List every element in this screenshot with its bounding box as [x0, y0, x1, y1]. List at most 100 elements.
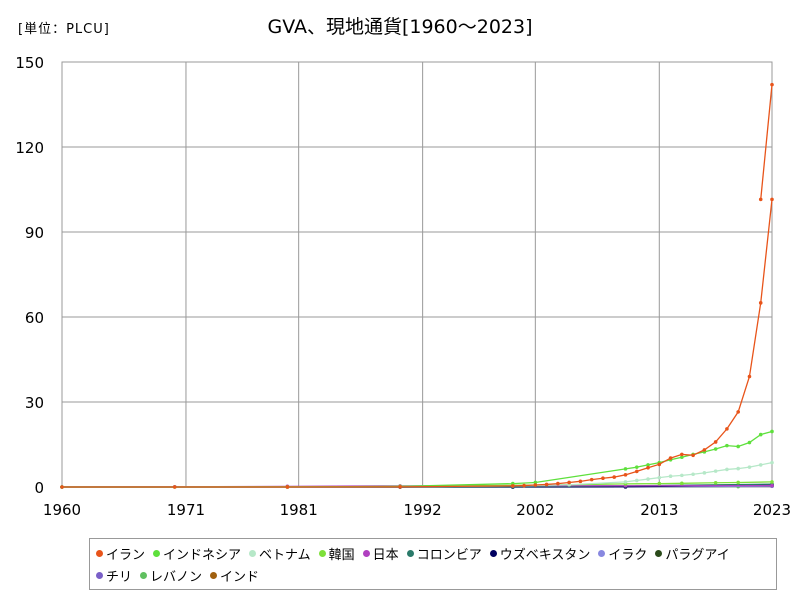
legend-label: チリ	[106, 569, 133, 585]
x-tick-label: 2013	[640, 501, 678, 519]
data-point	[60, 485, 64, 489]
series-イラン	[60, 197, 774, 489]
data-point	[680, 473, 684, 478]
series-lines	[60, 82, 774, 489]
data-point	[691, 453, 695, 458]
legend-label: インドネシア	[163, 547, 242, 563]
data-point	[172, 485, 177, 489]
data-point	[758, 197, 763, 202]
data-point	[646, 463, 650, 467]
legend-item: インド	[210, 564, 259, 586]
legend-item: イラク	[598, 542, 647, 564]
legend-marker	[96, 549, 103, 557]
x-tick-label: 1992	[404, 501, 442, 519]
data-point	[623, 467, 628, 471]
data-point	[725, 427, 729, 431]
legend-label: イラク	[608, 547, 648, 563]
data-point	[770, 197, 774, 202]
data-point	[770, 483, 774, 488]
data-point	[680, 481, 684, 486]
legend-label: イラン	[106, 547, 146, 563]
data-point	[758, 463, 763, 467]
x-tick-label: 2002	[516, 501, 554, 519]
chart-title: GVA、現地通貨[1960～2023]	[267, 16, 533, 38]
data-point	[736, 444, 740, 449]
legend-marker	[210, 571, 218, 579]
data-point	[770, 480, 774, 484]
y-tick-label: 150	[15, 54, 44, 72]
legend-marker	[318, 549, 326, 557]
legend-marker	[96, 571, 103, 579]
legend-item: インドネシア	[153, 542, 241, 564]
x-tick-label: 1981	[280, 501, 318, 519]
legend-item: 日本	[362, 542, 399, 564]
data-point	[713, 469, 718, 473]
legend-label: コロンビア	[416, 547, 482, 563]
series-イラン	[758, 82, 774, 202]
legend-marker	[489, 549, 497, 557]
legend-item: ウズベキスタン	[489, 542, 591, 564]
plot-area	[61, 61, 773, 488]
data-point	[510, 484, 515, 488]
series-line	[760, 84, 773, 200]
y-tick-label: 120	[15, 139, 44, 157]
legend-label: ベトナム	[259, 547, 311, 563]
data-point	[758, 301, 763, 305]
data-point	[702, 471, 707, 475]
legend-item: パラグアイ	[655, 542, 730, 564]
x-tick-label: 2023	[753, 501, 791, 519]
legend-label: パラグアイ	[665, 547, 730, 563]
data-point	[747, 465, 752, 469]
data-point	[601, 476, 605, 481]
data-point	[398, 485, 402, 489]
y-tick-label: 30	[25, 394, 44, 412]
data-point	[770, 82, 774, 87]
data-point	[747, 440, 752, 445]
line-chart: 1960 1971 1981 1992 2002 2013 2023 0 30 60 90 120 1…	[15, 54, 791, 519]
data-point	[533, 483, 538, 487]
legend-marker	[362, 549, 370, 557]
y-tick-label: 90	[25, 224, 44, 242]
data-point	[623, 473, 628, 477]
legend-marker	[598, 549, 606, 557]
data-point	[578, 479, 583, 484]
data-point	[533, 480, 538, 485]
data-point	[736, 480, 740, 485]
data-point	[691, 472, 695, 477]
data-point	[758, 432, 763, 437]
legend-marker	[249, 549, 257, 557]
data-point	[713, 447, 718, 451]
data-point	[623, 480, 628, 484]
data-point	[725, 443, 729, 448]
data-point	[589, 477, 594, 482]
legend-marker	[655, 549, 663, 557]
data-point	[285, 485, 290, 489]
data-point	[657, 462, 662, 467]
y-tick-label: 60	[25, 309, 44, 327]
data-point	[770, 460, 774, 465]
data-point	[567, 480, 571, 485]
y-axis-ticks: 0 30 60 90 120 150	[15, 54, 44, 497]
data-point	[713, 440, 718, 444]
legend-item: レバノン	[140, 564, 202, 586]
data-point	[702, 448, 707, 452]
data-point	[634, 469, 639, 474]
legend-item: 韓国	[318, 542, 355, 564]
data-point	[747, 374, 752, 379]
legend-label: ウズベキスタン	[499, 547, 591, 563]
unit-label: [単位：PLCU]	[18, 22, 110, 37]
legend-marker	[153, 549, 161, 557]
data-point	[657, 481, 662, 486]
legend: イラン インドネシア ベトナム 韓国 日本 コロンビア ウズベキスタン イラク パラグアイチリ レ…	[89, 538, 777, 590]
data-point	[522, 483, 526, 488]
x-tick-label: 1960	[43, 501, 81, 519]
x-tick-label: 1971	[167, 501, 205, 519]
legend-item: イラン	[96, 542, 145, 564]
data-point	[544, 482, 549, 487]
data-point	[646, 477, 650, 481]
data-point	[680, 455, 684, 460]
legend-label: 韓国	[328, 547, 355, 563]
data-point	[657, 475, 662, 480]
data-point	[556, 481, 560, 486]
data-point	[770, 429, 774, 434]
